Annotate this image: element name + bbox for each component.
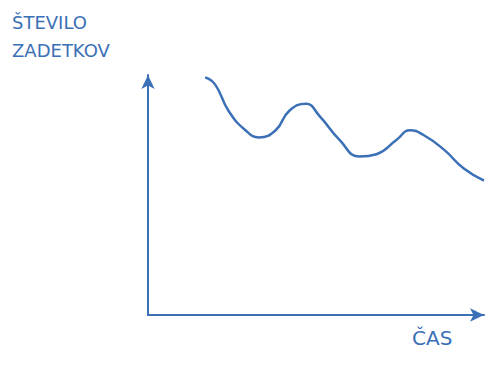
svg-text:ZADETKOV: ZADETKOV bbox=[12, 40, 111, 61]
svg-text:ČAS: ČAS bbox=[412, 326, 452, 350]
svg-text:ŠTEVILO: ŠTEVILO bbox=[12, 12, 87, 33]
